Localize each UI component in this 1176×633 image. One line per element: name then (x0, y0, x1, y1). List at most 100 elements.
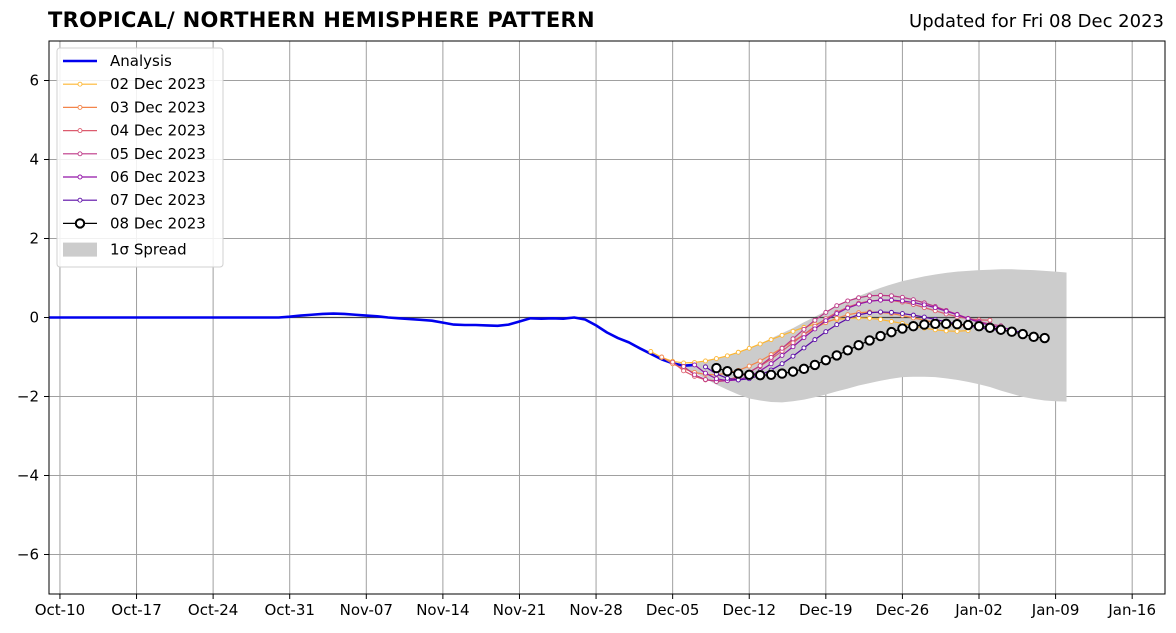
chart-title: TROPICAL/ NORTHERN HEMISPHERE PATTERN (48, 8, 595, 32)
forecast-point-05-dec-2023 (812, 317, 818, 323)
forecast-point-05-dec-2023 (867, 293, 873, 299)
legend-item: 04 Dec 2023 (63, 122, 206, 140)
forecast-point-06-dec-2023 (943, 308, 949, 314)
forecast-point-07-dec-2023 (790, 353, 796, 359)
spread-band (683, 269, 1067, 403)
forecast-point-07-dec-2023 (834, 322, 840, 328)
x-tick-label: Oct-31 (264, 601, 314, 619)
axis-ticks: Oct-10 Oct-17 Oct-24 Oct-31 Nov-07 Nov-14 Nov-… (17, 72, 1156, 620)
legend-item: 05 Dec 2023 (63, 145, 206, 163)
forecast-point-06-dec-2023 (790, 344, 796, 350)
forecast-point-02-dec-2023 (790, 328, 796, 334)
forecast-point-07-dec-2023 (899, 311, 905, 316)
legend-label: 08 Dec 2023 (110, 214, 206, 232)
x-tick-label: Jan-09 (1031, 601, 1080, 619)
forecast-point-05-dec-2023 (878, 292, 883, 298)
x-tick-label: Dec-05 (646, 601, 700, 619)
forecast-point-07-dec-2023 (724, 375, 730, 381)
latest-forecast-point (820, 354, 832, 366)
forecast-point-07-dec-2023 (856, 312, 862, 318)
x-tick-label: Nov-07 (340, 601, 393, 619)
latest-forecast-point (984, 322, 996, 333)
forecast-point-06-dec-2023 (768, 361, 774, 367)
x-tick-label: Jan-02 (954, 601, 1003, 619)
latest-forecast-point (809, 359, 821, 371)
y-tick-label: 4 (29, 151, 39, 169)
forecast-point-05-dec-2023 (790, 336, 796, 342)
forecast-point-02-dec-2023 (889, 319, 894, 324)
forecast-point-06-dec-2023 (899, 298, 905, 304)
latest-forecast-point (1017, 328, 1028, 340)
legend-item: 08 Dec 2023 (63, 214, 206, 232)
latest-forecast-point (962, 319, 974, 331)
legend-item: 06 Dec 2023 (63, 168, 206, 186)
forecast-point-02-dec-2023 (867, 315, 873, 321)
y-tick-label: −2 (17, 388, 39, 406)
legend-swatch-marker (77, 197, 83, 203)
latest-forecast-point (864, 335, 875, 346)
legend-swatch-marker (77, 151, 83, 157)
latest-forecast-point (798, 363, 810, 375)
analysis-series (49, 312, 695, 367)
forecast-point-07-dec-2023 (878, 309, 883, 315)
updated-date: Updated for Fri 08 Dec 2023 (909, 11, 1164, 32)
forecast-point-07-dec-2023 (812, 337, 818, 343)
forecast-point-06-dec-2023 (954, 312, 960, 318)
forecast-point-04-dec-2023 (681, 368, 687, 374)
legend-swatch-patch (63, 242, 97, 257)
latest-forecast-point (853, 339, 864, 351)
forecast-point-06-dec-2023 (834, 311, 840, 316)
forecast-point-06-dec-2023 (713, 376, 719, 382)
forecast-point-07-dec-2023 (823, 329, 829, 335)
forecast-point-03-dec-2023 (834, 315, 840, 321)
latest-forecast-point (897, 323, 908, 334)
forecast-point-05-dec-2023 (889, 293, 894, 299)
forecast-point-03-dec-2023 (746, 363, 752, 369)
forecast-point-05-dec-2023 (692, 372, 697, 378)
forecast-point-06-dec-2023 (867, 298, 873, 304)
forecast-point-03-dec-2023 (845, 312, 851, 318)
latest-forecast-point (995, 324, 1007, 335)
forecast-point-05-dec-2023 (681, 364, 687, 369)
forecast-point-06-dec-2023 (845, 305, 851, 311)
forecast-point-06-dec-2023 (779, 352, 785, 358)
forecast-point-06-dec-2023 (932, 305, 938, 311)
x-tick-label: Nov-21 (493, 601, 546, 619)
legend-label: 02 Dec 2023 (110, 75, 206, 93)
latest-forecast-point (754, 369, 766, 381)
y-tick-label: 6 (29, 72, 39, 90)
legend-swatch-marker (77, 81, 83, 87)
latest-forecast-point (919, 319, 930, 330)
latest-forecast-point (744, 369, 755, 380)
legend-item: 03 Dec 2023 (63, 98, 206, 116)
latest-forecast-point (930, 318, 941, 330)
forecast-point-06-dec-2023 (889, 297, 894, 303)
forecast-point-06-dec-2023 (801, 335, 807, 341)
legend-label: 04 Dec 2023 (110, 122, 206, 140)
legend-item: 1σ Spread (63, 241, 187, 259)
forecast-point-02-dec-2023 (779, 332, 785, 338)
legend-swatch-marker (74, 218, 86, 229)
x-tick-label: Oct-10 (35, 601, 85, 619)
forecast-point-05-dec-2023 (856, 295, 862, 301)
legend-item: 02 Dec 2023 (63, 75, 206, 93)
forecast-point-02-dec-2023 (768, 337, 774, 343)
x-tick-label: Dec-19 (799, 601, 853, 619)
forecast-point-03-dec-2023 (757, 358, 763, 364)
legend-item: 07 Dec 2023 (63, 191, 206, 209)
forecast-point-02-dec-2023 (878, 317, 883, 322)
legend-label: 03 Dec 2023 (110, 98, 206, 116)
analysis-line (49, 312, 695, 367)
latest-forecast-point (765, 369, 777, 380)
legend-box (56, 47, 224, 268)
x-tick-label: Dec-12 (722, 601, 776, 619)
forecast-point-06-dec-2023 (856, 301, 862, 307)
x-tick-label: Nov-28 (569, 601, 622, 619)
latest-forecast-point (951, 319, 963, 330)
forecast-point-03-dec-2023 (659, 354, 665, 360)
forecast-point-06-dec-2023 (910, 300, 916, 305)
latest-forecast-series (711, 318, 1050, 381)
forecast-point-05-dec-2023 (768, 354, 774, 360)
forecast-point-07-dec-2023 (703, 364, 708, 370)
